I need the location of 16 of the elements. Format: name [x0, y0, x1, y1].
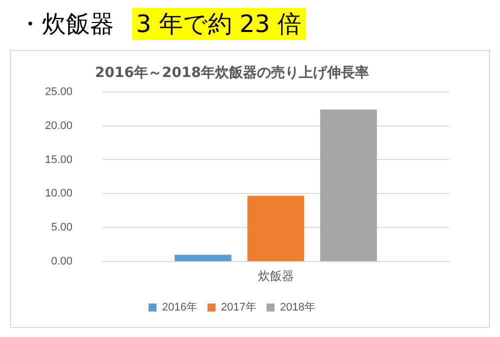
y-tick-label: 15.00 [44, 154, 73, 166]
text: 3 年で約 23 倍 [132, 8, 306, 40]
y-tick-label: 25.00 [44, 86, 73, 98]
x-tick-label: 炊飯器 [258, 269, 294, 284]
legend-label: 2016年 [162, 302, 198, 314]
legend-label: 2018年 [280, 302, 316, 314]
legend-label: 2017年 [221, 302, 256, 314]
y-tick-label: 10.00 [44, 188, 73, 200]
bar [247, 196, 304, 262]
y-tick-label: 0.00 [51, 256, 73, 268]
chart-title: 2016年～2018年炊飯器の売り上げ伸長率 [95, 64, 369, 82]
text: ・炊飯器 [18, 9, 114, 40]
bar [174, 254, 232, 262]
y-tick-label: 5.00 [51, 222, 73, 234]
bar [320, 109, 377, 262]
y-tick-label: 20.00 [44, 120, 73, 132]
